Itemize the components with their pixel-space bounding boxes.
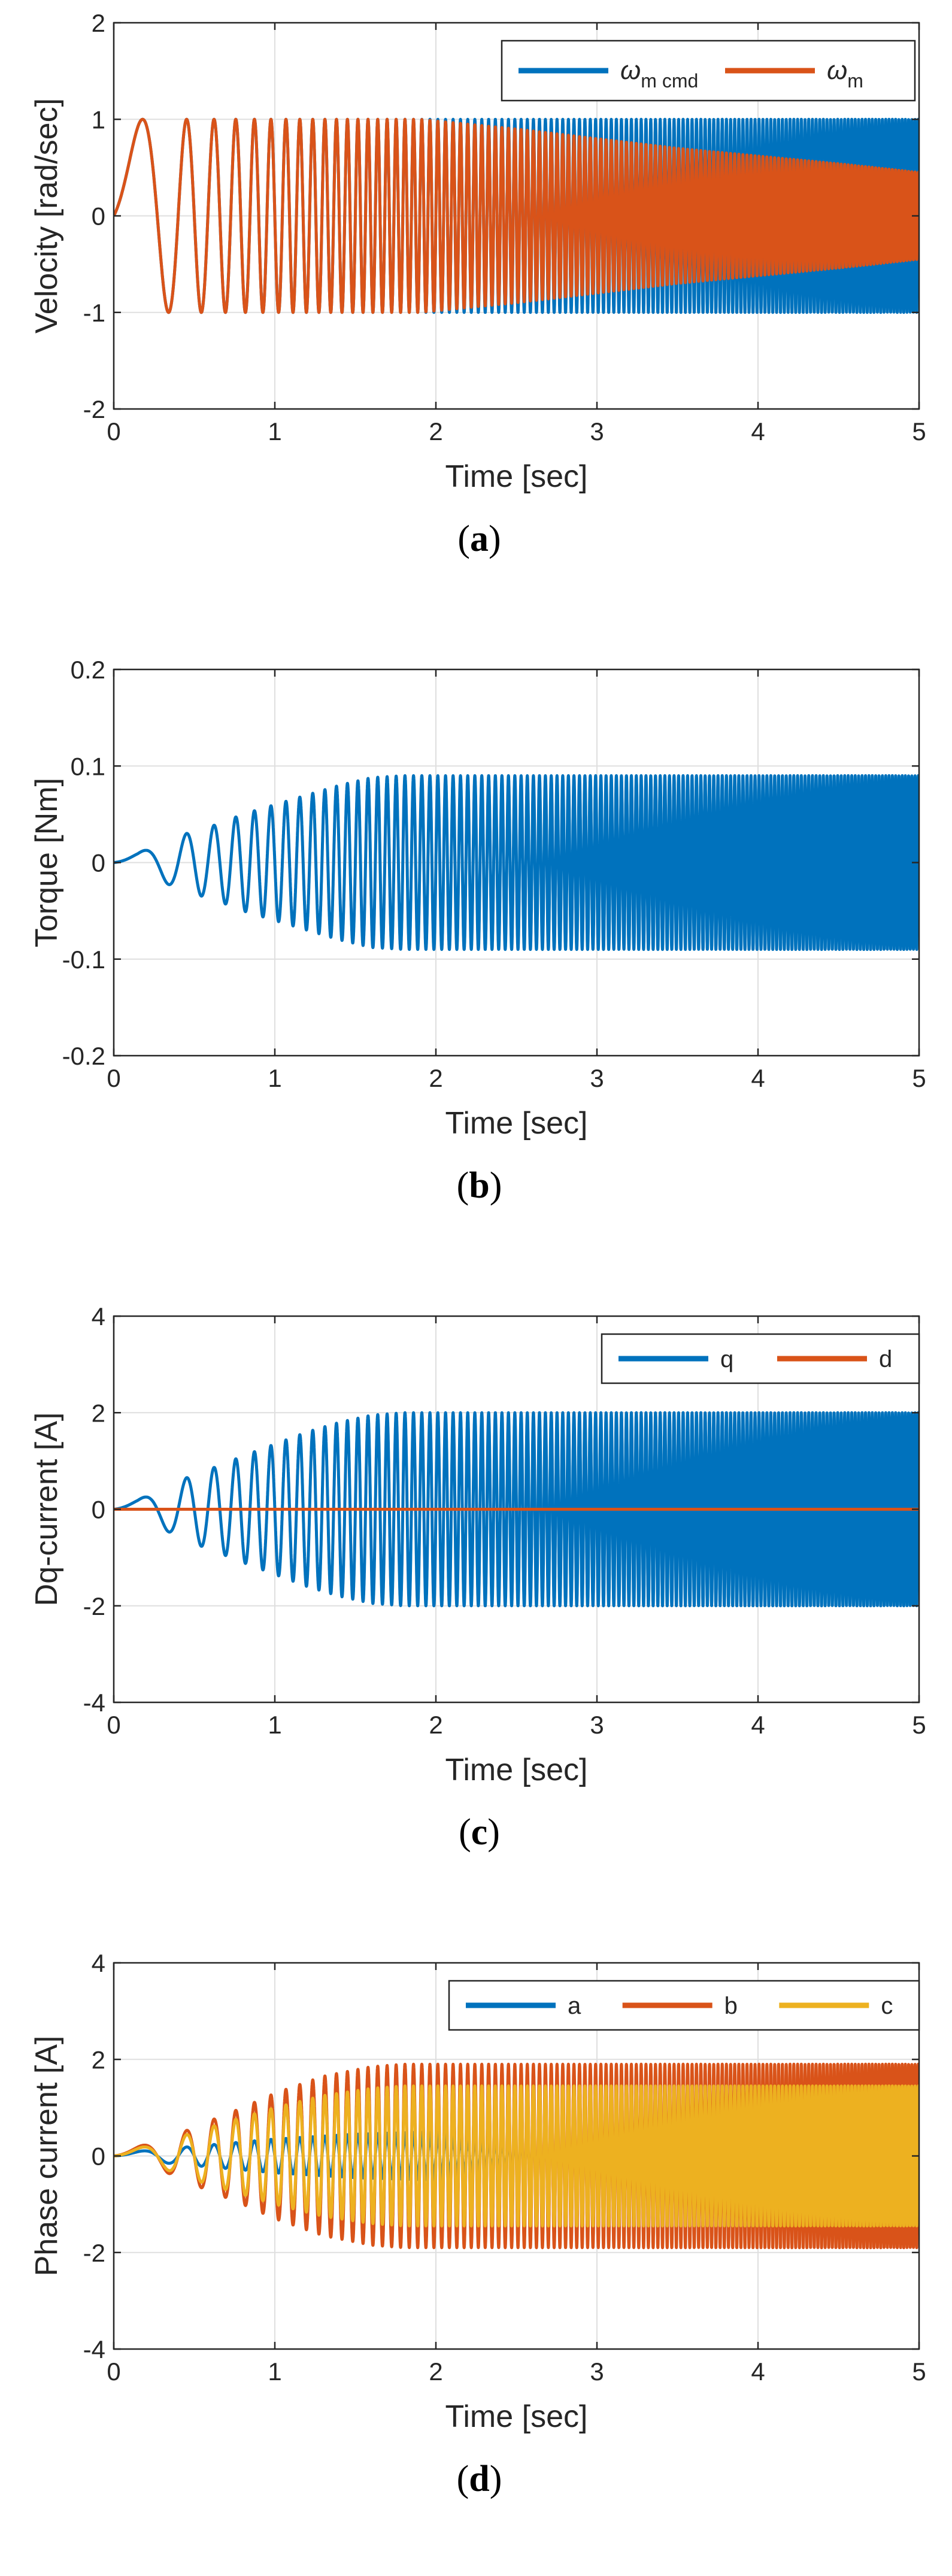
chart-panel-c: 0 1 2 3 4 5 -4 -2 0 2 4 Time [sec] Dq-current [A] q d(… — [0, 1293, 952, 1940]
x-tick-label: 3 — [590, 1711, 604, 1739]
x-tick-label: 4 — [751, 2357, 765, 2386]
legend-label-a: a — [568, 1993, 581, 2019]
series-group — [114, 2062, 919, 2250]
y-tick-label: -0.1 — [62, 945, 105, 974]
x-tick-label: 2 — [429, 2357, 442, 2386]
x-tick-label: 2 — [429, 417, 442, 446]
y-tick-label: 2 — [92, 9, 105, 37]
torque-chart: 0 1 2 3 4 5 -0.2 -0.1 0 0.1 0.2 Time [sec] Torque [N… — [29, 656, 926, 1206]
x-tick-label: 4 — [751, 1711, 765, 1739]
x-axis-label: Time [sec] — [445, 459, 588, 494]
legend-label-c: c — [881, 1993, 893, 2019]
tick-marks — [113, 1962, 920, 2350]
figure-caption: (c) — [459, 1812, 500, 1853]
y-tick-label: -4 — [83, 2335, 105, 2363]
legend-label-ωm: ωm — [827, 56, 863, 92]
y-tick-label: -2 — [83, 1592, 105, 1620]
y-tick-label: 0 — [92, 2142, 105, 2171]
legend: a b c — [448, 1980, 920, 2031]
y-tick-label: 0.1 — [71, 752, 105, 780]
series-group — [114, 1411, 919, 1608]
x-tick-label: 2 — [429, 1711, 442, 1739]
series-line-c — [114, 2084, 919, 2228]
y-tick-label: 4 — [92, 1302, 105, 1331]
x-tick-label: 0 — [107, 417, 120, 446]
series-group — [114, 774, 919, 951]
x-tick-label: 5 — [912, 2357, 926, 2386]
x-tick-label: 5 — [912, 1064, 926, 1092]
y-tick-label: -2 — [83, 395, 105, 423]
phase-current-chart: 0 1 2 3 4 5 -4 -2 0 2 4 Time [sec] Phase current [A]… — [29, 1949, 926, 2499]
x-tick-label: 4 — [751, 417, 765, 446]
x-tick-label: 2 — [429, 1064, 442, 1092]
x-tick-label: 3 — [590, 417, 604, 446]
y-axis-label: Dq-current [A] — [29, 1413, 64, 1607]
y-tick-label: 0 — [92, 1496, 105, 1524]
series-line-Torque — [114, 774, 919, 951]
legend-box — [501, 40, 916, 102]
x-tick-label: 5 — [912, 417, 926, 446]
x-tick-label: 0 — [107, 1711, 120, 1739]
y-axis-label: Phase current [A] — [29, 2036, 64, 2277]
y-axis-label: Torque [Nm] — [29, 778, 64, 947]
x-tick-label: 5 — [912, 1711, 926, 1739]
tick-marks — [113, 1315, 920, 1704]
tick-marks — [113, 668, 920, 1057]
chart-panel-a: 0 1 2 3 4 5 -2 -1 0 1 2 Time [sec] Velocity [rad/sec… — [0, 0, 952, 647]
tick-marks — [113, 22, 920, 410]
y-tick-label: 2 — [92, 2045, 105, 2074]
y-tick-label: 0 — [92, 202, 105, 231]
x-tick-label: 1 — [268, 1711, 281, 1739]
chart-panel-b: 0 1 2 3 4 5 -0.2 -0.1 0 0.1 0.2 Time [sec] Torque [N… — [0, 647, 952, 1293]
x-tick-label: 0 — [107, 1064, 120, 1092]
legend-label-q: q — [720, 1346, 733, 1372]
series-line-ωm — [114, 117, 919, 314]
x-tick-label: 3 — [590, 2357, 604, 2386]
y-tick-label: 0.2 — [71, 656, 105, 684]
x-tick-label: 1 — [268, 417, 281, 446]
y-tick-label: -0.2 — [62, 1042, 105, 1070]
y-tick-label: 1 — [92, 105, 105, 134]
legend-label-d: d — [879, 1346, 892, 1372]
figure-caption: (d) — [457, 2459, 502, 2499]
y-axis-label: Velocity [rad/sec] — [29, 98, 64, 334]
series-group — [114, 117, 919, 314]
y-tick-label: -4 — [83, 1689, 105, 1717]
y-tick-label: 4 — [92, 1949, 105, 1977]
x-tick-label: 0 — [107, 2357, 120, 2386]
x-tick-label: 4 — [751, 1064, 765, 1092]
figure-caption: (b) — [457, 1165, 502, 1206]
x-axis-label: Time [sec] — [445, 1106, 588, 1141]
x-tick-label: 1 — [268, 2357, 281, 2386]
legend-label-ωm-cmd: ωm cmd — [620, 56, 698, 92]
y-tick-label: 0 — [92, 849, 105, 877]
x-axis-label: Time [sec] — [445, 1753, 588, 1787]
legend: ωm cmd ωm — [501, 40, 916, 102]
y-tick-label: -1 — [83, 299, 105, 327]
x-tick-label: 3 — [590, 1064, 604, 1092]
x-axis-label: Time [sec] — [445, 2399, 588, 2434]
x-tick-label: 1 — [268, 1064, 281, 1092]
y-tick-label: -2 — [83, 2239, 105, 2267]
chart-panel-d: 0 1 2 3 4 5 -4 -2 0 2 4 Time [sec] Phase current [A]… — [0, 1940, 952, 2576]
y-tick-label: 2 — [92, 1399, 105, 1427]
figure-caption: (a) — [457, 519, 501, 559]
legend-label-b: b — [724, 1993, 738, 2019]
